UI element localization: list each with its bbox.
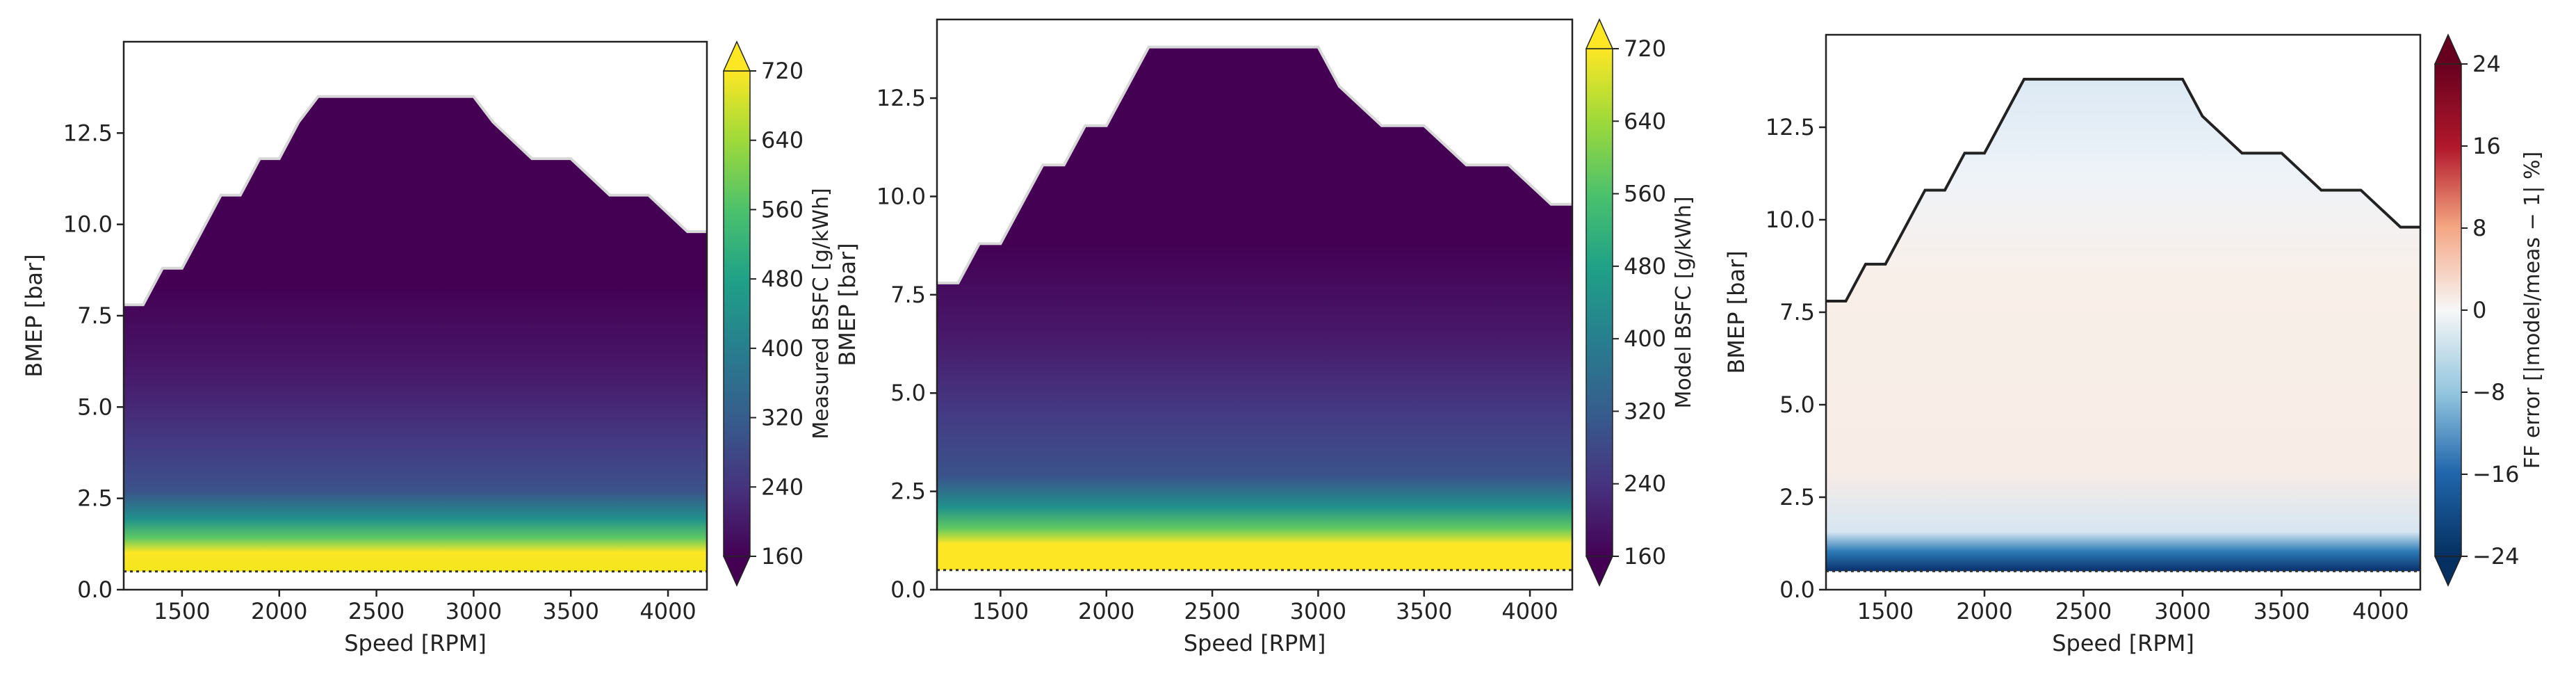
colorbar-tick-label: 16 [2472, 133, 2501, 159]
x-tick-label: 2500 [348, 598, 405, 624]
colorbar-tick-label: 720 [1624, 35, 1666, 62]
colorbar-gradient [2434, 63, 2462, 557]
colorbar-tick-label: 240 [1624, 471, 1666, 497]
colorbar-tick-label: 160 [1624, 543, 1666, 570]
y-tick-label: 7.5 [890, 282, 926, 308]
x-tick-label: 3500 [1396, 598, 1452, 624]
y-tick-label: 12.5 [1766, 114, 1815, 140]
x-tick-label: 3500 [2253, 598, 2310, 624]
contour-fill [1826, 79, 2420, 572]
y-tick-label: 2.5 [890, 478, 926, 505]
colorbar-tick-label: 480 [1624, 253, 1666, 280]
full-load-boundary [937, 45, 1572, 284]
colorbar-tick-label: 400 [761, 335, 804, 362]
x-tick-label: 4000 [1501, 598, 1558, 624]
colorbar-tick-label: 0 [2472, 297, 2486, 323]
colorbar-tick-label: 640 [1624, 108, 1666, 134]
x-tick-label: 3000 [1290, 598, 1346, 624]
contour-fill [937, 47, 1572, 570]
colorbar-tick-label: −8 [2472, 379, 2505, 405]
colorbar-tick-label: 240 [761, 474, 804, 500]
colorbar-tick-label: −24 [2472, 543, 2520, 570]
y-tick-label: 12.5 [877, 85, 926, 111]
y-tick-label: 2.5 [1779, 484, 1815, 510]
x-tick-label: 3000 [2154, 598, 2210, 624]
x-tick-label: 1500 [972, 598, 1029, 624]
y-tick-label: 10.0 [877, 183, 926, 209]
contour-fill [124, 96, 707, 572]
colorbar-tick-label: 8 [2472, 215, 2486, 241]
colorbar-extend-min [1585, 556, 1614, 587]
y-axis-label: BMEP [bar] [21, 254, 47, 377]
full-load-boundary [1826, 77, 2420, 303]
colorbar-extend-min [722, 556, 751, 587]
colorbar-label: Model BSFC [g/kWh] [1672, 196, 1696, 408]
colorbar-tick-label: 24 [2472, 51, 2501, 77]
y-tick-label: 10.0 [63, 211, 113, 238]
chart-panel-measured: 1500 2000 2500 3000 3500 4000 0.0 2.5 5.0 7.5 10.0… [21, 40, 833, 656]
y-tick-label: 5.0 [1779, 392, 1815, 418]
x-tick-label: 2000 [251, 598, 307, 624]
colorbar-tick-label: 320 [761, 405, 804, 431]
colorbar: 160 240 320 400 480 560 640 720 Measured BSFC [g… [722, 40, 833, 587]
colorbar-tick-label: 400 [1624, 325, 1666, 352]
colorbar-gradient [723, 70, 751, 557]
colorbar-extend-max [2434, 33, 2463, 65]
x-axis-label: Speed [RPM] [344, 630, 487, 656]
y-tick-label: 10.0 [1766, 207, 1815, 233]
y-tick-label: 12.5 [63, 120, 113, 146]
y-axis-label: BMEP [bar] [1723, 250, 1750, 373]
x-tick-label: 2500 [2055, 598, 2112, 624]
x-tick-label: 2500 [1184, 598, 1240, 624]
x-tick-label: 4000 [639, 598, 696, 624]
colorbar-tick-label: 320 [1624, 398, 1666, 424]
colorbar-tick-label: 160 [761, 543, 804, 570]
y-tick-label: 0.0 [890, 576, 926, 603]
x-tick-label: 4000 [2352, 598, 2408, 624]
x-axis-label: Speed [RPM] [1184, 630, 1326, 656]
colorbar-extend-max [722, 40, 751, 72]
chart-panel-model: 1500 2000 2500 3000 3500 4000 0.0 2.5 5.0 7.5 10.0… [834, 18, 1696, 656]
y-tick-label: 5.0 [890, 380, 926, 406]
colorbar-label: Measured BSFC [g/kWh] [809, 188, 833, 439]
colorbar-label: FF error [|model/meas − 1| %] [2520, 152, 2545, 469]
colorbar-tick-label: 640 [761, 127, 804, 154]
colorbar-extend-min [2434, 556, 2463, 587]
x-axis-label: Speed [RPM] [2052, 630, 2194, 656]
x-tick-label: 1500 [154, 598, 210, 624]
y-tick-label: 0.0 [77, 576, 113, 603]
chart-panel-error: 1500 2000 2500 3000 3500 4000 0.0 2.5 5.0 7.5 10.0… [1723, 33, 2545, 656]
full-load-boundary [124, 95, 707, 307]
x-tick-label: 3000 [446, 598, 502, 624]
y-tick-label: 0.0 [1779, 576, 1815, 603]
colorbar-gradient [1585, 48, 1613, 557]
x-tick-label: 2000 [1078, 598, 1134, 624]
colorbar-tick-label: −16 [2472, 461, 2520, 487]
y-tick-label: 5.0 [77, 394, 113, 420]
colorbar-tick-label: 720 [761, 58, 804, 84]
colorbar-tick-label: 560 [761, 196, 804, 223]
y-tick-label: 7.5 [1779, 299, 1815, 325]
colorbar-tick-label: 480 [761, 266, 804, 292]
colorbar-extend-max [1585, 18, 1614, 49]
colorbar: −24 −16 −8 0 8 16 24 FF error [|model/meas − 1|… [2434, 33, 2545, 587]
x-tick-label: 3500 [543, 598, 599, 624]
colorbar-tick-label: 560 [1624, 181, 1666, 207]
x-tick-label: 2000 [1956, 598, 2012, 624]
x-tick-label: 1500 [1857, 598, 1914, 624]
y-tick-label: 2.5 [77, 485, 113, 512]
colorbar: 160 240 320 400 480 560 640 720 Model BSFC [g/kW… [1585, 18, 1696, 587]
plot-frame [936, 18, 1574, 591]
y-axis-label: BMEP [bar] [834, 243, 861, 366]
y-tick-label: 7.5 [77, 302, 113, 329]
